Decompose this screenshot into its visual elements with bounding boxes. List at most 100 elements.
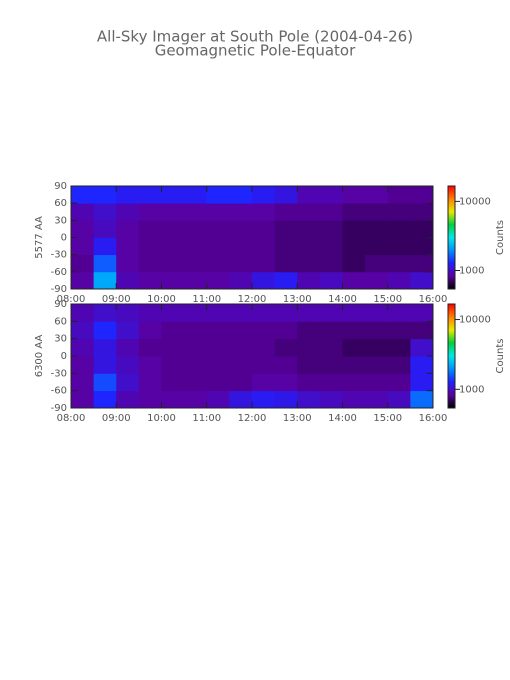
heatmap-cell [297,304,321,322]
heatmap-cell [71,321,95,340]
heatmap-cell [274,304,298,322]
heatmap-cell [184,321,208,340]
heatmap-cell [342,271,366,290]
heatmap-cell [252,237,276,256]
heatmap-cell [116,338,140,357]
heatmap-cell [342,338,366,357]
heatmap-cell [184,271,208,290]
heatmap-cell [319,186,343,204]
heatmap-cell [410,356,434,374]
heatmap-cell [365,271,389,290]
colorbar [447,303,456,409]
x-tick-label: 13:00 [283,413,312,424]
heatmap-cell [342,237,366,256]
heatmap-cell [93,271,117,290]
heatmap-cell [342,356,366,374]
heatmap-cell [297,321,321,340]
heatmap-cell [71,338,95,357]
heatmap-cell [252,390,276,409]
heatmap-cell [184,356,208,374]
heatmap-cell [138,254,162,273]
heatmap-cell [71,237,95,256]
heatmap-cell [319,304,343,322]
heatmap-cell [365,356,389,374]
heatmap-cell [138,338,162,357]
heatmap-cell [206,186,230,204]
heatmap-cell [138,203,162,221]
heatmap-cell [184,390,208,409]
heatmap-cell [387,321,411,340]
y-tick-label: -90 [51,284,67,295]
heatmap-cell [138,271,162,290]
heatmap-cell [319,373,343,392]
heatmap-cell [93,373,117,392]
heatmap-cell [161,304,185,322]
heatmap-cell [297,186,321,204]
heatmap-cell [93,321,117,340]
x-tick-label: 12:00 [238,413,267,424]
heatmap-cell [252,321,276,340]
colorbar-tick-label: 10000 [459,196,491,207]
x-tick-label: 09:00 [102,413,131,424]
y-tick-label: -60 [51,267,67,278]
heatmap-cell [229,254,253,273]
heatmap-cell [410,373,434,392]
heatmap-cell [252,220,276,238]
heatmap-cell [274,203,298,221]
heatmap-cell [229,186,253,204]
heatmap-cell [297,203,321,221]
x-tick-label: 08:00 [57,294,86,305]
y-tick-label: 30 [54,334,67,345]
y-tick-label: -30 [51,250,67,261]
heatmap-cell [274,186,298,204]
heatmap-cell [71,203,95,221]
heatmap-cell [161,390,185,409]
heatmap-cell [297,338,321,357]
heatmap-cell [297,373,321,392]
heatmap-cell [387,390,411,409]
heatmap-cell [71,220,95,238]
heatmap-cell [342,203,366,221]
chart-subtitle: Geomagnetic Pole-Equator [155,42,356,60]
heatmap-cell [138,356,162,374]
heatmap-cell [206,203,230,221]
heatmap-cell [93,186,117,204]
heatmap-cell [206,220,230,238]
heatmap-cell [387,373,411,392]
heatmap-cell [342,321,366,340]
heatmap-cell [229,390,253,409]
heatmap-cell [161,373,185,392]
x-tick-label: 12:00 [238,294,267,305]
heatmap-cell [274,390,298,409]
heatmap-cell [274,373,298,392]
heatmap-cell [252,203,276,221]
heatmap-cell [252,254,276,273]
heatmap-cell [342,373,366,392]
heatmap-cell [387,304,411,322]
heatmap-cell [138,373,162,392]
heatmap-cell [365,220,389,238]
heatmap-cell [93,220,117,238]
heatmap-cell [319,271,343,290]
x-tick-label: 15:00 [373,413,402,424]
heatmap-cell [116,373,140,392]
y-axis-label: 5577 AA [34,216,45,259]
heatmap-cell [252,304,276,322]
heatmap-cell [206,271,230,290]
x-tick-label: 08:00 [57,413,86,424]
heatmap-cell [138,304,162,322]
heatmap-cell [161,254,185,273]
heatmap-cell [116,203,140,221]
heatmap-cell [93,304,117,322]
y-tick-label: 90 [54,299,67,310]
heatmap-cell [252,338,276,357]
heatmap-cell [116,356,140,374]
x-tick-label: 10:00 [147,294,176,305]
heatmap-cell [410,254,434,273]
heatmap-cell [410,304,434,322]
heatmap-cell [206,373,230,392]
heatmap-cell [116,186,140,204]
heatmap-cell [138,237,162,256]
y-tick-label: -90 [51,403,67,414]
